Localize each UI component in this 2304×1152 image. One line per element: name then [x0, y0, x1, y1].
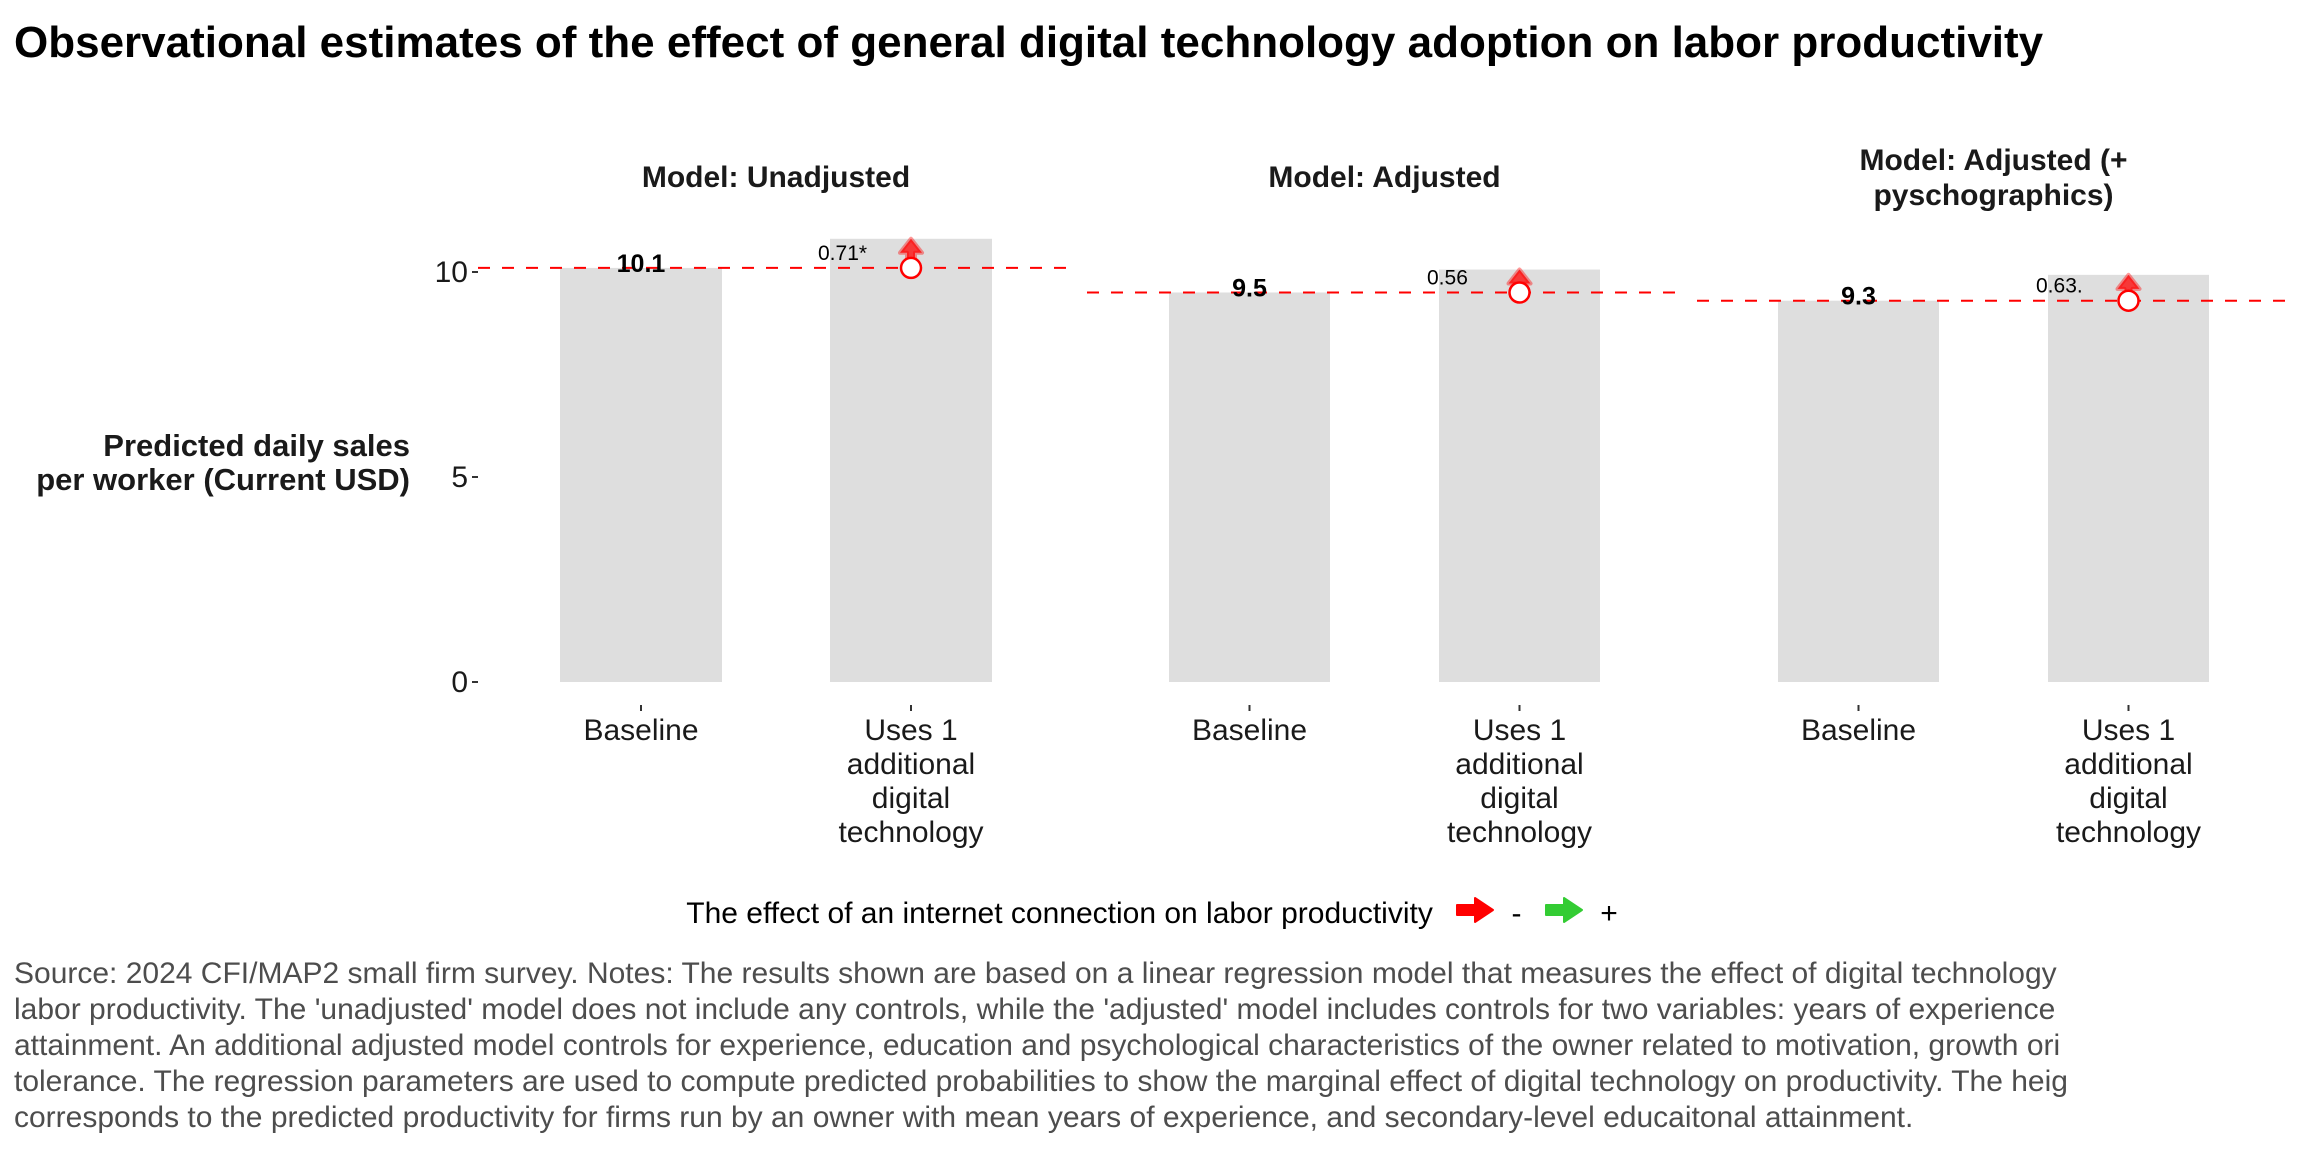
x-tick-label: Uses 1 — [1473, 714, 1566, 747]
caption: Source: 2024 CFI/MAP2 small firm survey.… — [14, 956, 2304, 1136]
facet-title: Model: Adjusted (+ — [1859, 144, 2127, 177]
y-axis-label: Predicted daily sales per worker (Current… — [36, 428, 410, 497]
facet-panel: Model: Adjusted (+pyschographics) Baselin… — [1697, 144, 2285, 849]
bar — [1439, 269, 1600, 682]
legend-title: The effect of an internet connection on … — [686, 897, 1433, 931]
bar — [560, 267, 722, 682]
x-tick-label: digital — [2089, 782, 2167, 815]
caption-line: attainment. An additional adjusted model… — [14, 1029, 2061, 1062]
chart-title: Observational estimates of the effect of… — [14, 18, 2044, 67]
baseline-point — [899, 256, 923, 280]
x-tick-label: additional — [847, 748, 975, 781]
caption-line: corresponds to the predicted productivit… — [14, 1101, 1914, 1134]
x-tick-label: Baseline — [1192, 714, 1307, 747]
arrow-right-icon — [1456, 897, 1495, 924]
facet-title: Model: Adjusted — [1268, 161, 1500, 194]
facet-title: pyschographics) — [1873, 179, 2113, 212]
effect-value-label: 0.71* — [818, 242, 867, 265]
y-tick-label: 5 — [451, 461, 468, 494]
chart-area: 0 5 10 Predicted daily sales per worker (Cur… — [36, 144, 2285, 849]
legend-key-negative — [1455, 896, 1495, 932]
facet-title: Model: Unadjusted — [642, 161, 910, 194]
legend-key-positive — [1544, 896, 1584, 932]
x-tick-label: digital — [872, 782, 950, 815]
caption-line: labor productivity. The 'unadjusted' mod… — [14, 993, 2056, 1026]
arrow-right-icon — [1544, 897, 1583, 924]
effect-value-label: 0.63. — [2036, 275, 2083, 298]
baseline-value-label: 10.1 — [617, 250, 666, 278]
caption-line: tolerance. The regression parameters are… — [14, 1065, 2068, 1098]
x-tick-label: additional — [2064, 748, 2192, 781]
x-tick-label: additional — [1455, 748, 1583, 781]
bar — [830, 238, 992, 683]
facet-panel: Model: Unadjusted Baseline Uses 1additiona… — [478, 161, 1067, 849]
bar — [1169, 292, 1330, 682]
x-tick-label: Uses 1 — [2082, 714, 2175, 747]
effect-value-label: 0.56 — [1427, 267, 1468, 290]
x-tick-label: Baseline — [583, 714, 698, 747]
x-tick-label: technology — [838, 816, 983, 849]
x-tick-label: technology — [2056, 816, 2201, 849]
x-tick-label: Uses 1 — [864, 714, 957, 747]
y-axis: 0 5 10 Predicted daily sales per worker (Cur… — [36, 256, 478, 699]
bar — [1778, 300, 1939, 682]
baseline-point — [2117, 289, 2140, 312]
facet-panel: Model: Adjusted Baseline Uses 1additionald… — [1087, 161, 1675, 849]
x-tick-label: digital — [1480, 782, 1558, 815]
x-tick-label: Baseline — [1801, 714, 1916, 747]
baseline-value-label: 9.5 — [1232, 275, 1267, 303]
caption-line: Source: 2024 CFI/MAP2 small firm survey.… — [14, 957, 2057, 990]
x-tick-label: technology — [1447, 816, 1592, 849]
y-tick-label: 10 — [435, 256, 468, 289]
baseline-value-label: 9.3 — [1841, 283, 1876, 311]
baseline-point — [1508, 281, 1531, 304]
y-tick-label: 0 — [451, 666, 468, 699]
bar — [2048, 274, 2209, 682]
legend-label-positive: + — [1600, 897, 1618, 931]
legend-label-negative: - — [1511, 897, 1522, 931]
legend: The effect of an internet connection on … — [0, 896, 2304, 932]
